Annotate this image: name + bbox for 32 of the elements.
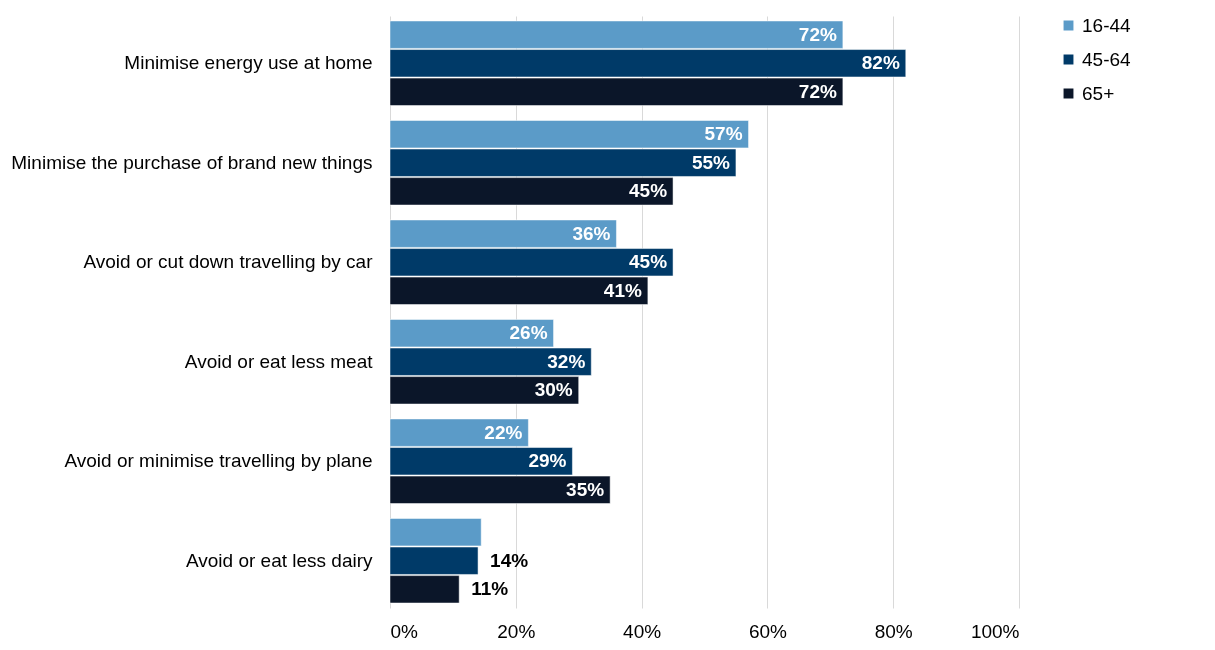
data-label: 29%: [528, 450, 567, 472]
data-label: 72%: [798, 80, 837, 102]
data-label: 14%: [490, 549, 529, 571]
data-label: 11%: [471, 578, 509, 600]
data-label: 45%: [629, 180, 668, 202]
data-label: 72%: [798, 23, 837, 45]
x-tick-label: 80%: [874, 620, 913, 642]
data-label: 41%: [603, 279, 642, 301]
y-tick-label: Avoid or cut down travelling by car: [83, 251, 374, 273]
x-tick-label: 0%: [390, 620, 419, 642]
data-label: 35%: [566, 478, 605, 500]
data-label: 82%: [861, 52, 900, 74]
data-label: 26%: [509, 322, 548, 344]
data-label: 55%: [691, 151, 731, 173]
y-tick-label: Minimise energy use at home: [124, 52, 373, 74]
legend-label: 65+: [1082, 82, 1115, 104]
y-tick-label: Avoid or minimise travelling by plane: [64, 450, 373, 472]
x-tick-label: 100%: [970, 620, 1020, 642]
x-tick-label: 20%: [497, 620, 536, 642]
data-label: 57%: [704, 123, 743, 145]
x-tick-label: 40%: [623, 620, 662, 642]
legend-label: 16-44: [1082, 14, 1132, 36]
data-label: 32%: [547, 350, 586, 372]
data-label: 22%: [484, 421, 523, 443]
data-label: 30%: [534, 379, 573, 401]
y-tick-label: Avoid or eat less dairy: [185, 549, 373, 571]
data-label: 45%: [629, 251, 668, 273]
x-tick-label: 60%: [748, 620, 788, 642]
y-tick-label: Avoid or eat less meat: [184, 350, 374, 372]
legend-label: 45-64: [1082, 48, 1132, 70]
data-label: 36%: [572, 222, 611, 244]
y-tick-label: Minimise the purchase of brand new things: [11, 151, 373, 173]
